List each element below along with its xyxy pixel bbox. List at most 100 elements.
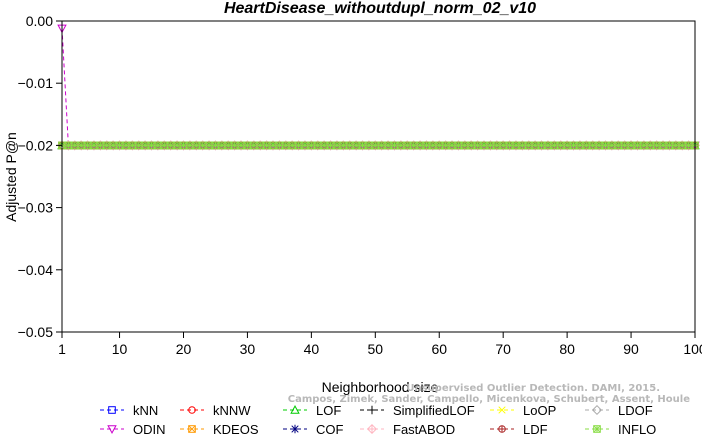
data-point-inflo-88	[614, 141, 623, 150]
x-tick-label: 1	[58, 341, 66, 357]
data-point-inflo-9	[109, 141, 117, 150]
legend-marker-lof	[290, 405, 300, 414]
x-tick-label: 90	[623, 341, 639, 357]
data-point-inflo-49	[365, 141, 373, 150]
data-point-inflo-2	[64, 141, 73, 150]
data-point-inflo-79	[556, 141, 565, 150]
data-point-inflo-63	[454, 141, 463, 150]
data-point-inflo-42	[320, 141, 328, 150]
data-point-inflo-11	[122, 141, 130, 150]
data-point-inflo-95	[659, 141, 667, 150]
data-point-inflo-44	[333, 141, 341, 150]
y-tick-label: −0.01	[18, 75, 54, 91]
data-point-inflo-59	[429, 141, 437, 150]
data-point-inflo-54	[397, 141, 405, 150]
series-line-odin	[61, 28, 695, 146]
data-point-inflo-75	[531, 141, 539, 150]
legend-item-knnw: kNNW	[180, 403, 251, 418]
legend-marker-kdeos	[188, 425, 196, 433]
data-point-inflo-31	[250, 141, 258, 150]
data-point-inflo-91	[633, 141, 642, 150]
data-point-inflo-21	[186, 141, 194, 150]
legend-item-kdeos: KDEOS	[180, 422, 259, 434]
data-point-inflo-19	[173, 141, 181, 150]
legend-label-ldf: LDF	[523, 422, 548, 434]
data-point-inflo-18	[166, 141, 175, 150]
data-point-inflo-28	[230, 141, 239, 150]
data-point-inflo-48	[358, 141, 367, 150]
data-point-inflo-23	[198, 141, 207, 150]
legend-item-odin: ODIN	[100, 422, 166, 434]
y-tick-label: −0.02	[18, 137, 54, 153]
data-point-inflo-38	[294, 141, 303, 150]
data-point-inflo-53	[390, 141, 399, 150]
data-point-inflo-76	[537, 141, 546, 150]
data-point-inflo-83	[582, 141, 591, 150]
data-point-inflo-92	[640, 141, 648, 150]
data-point-inflo-61	[441, 141, 450, 150]
legend-marker-inflo	[593, 425, 601, 433]
data-point-inflo-77	[544, 141, 552, 150]
legend-marker-ldof	[591, 404, 603, 416]
x-tick-label: 50	[368, 341, 384, 357]
data-point-inflo-74	[524, 141, 533, 150]
x-axis-label: Neighborhood size	[322, 379, 439, 395]
data-point-inflo-8	[102, 141, 111, 150]
data-point-inflo-86	[601, 141, 610, 150]
data-point-inflo-50	[371, 141, 380, 150]
data-point-inflo-14	[141, 141, 149, 150]
data-point-inflo-57	[416, 141, 424, 150]
data-point-inflo-37	[288, 141, 296, 150]
data-point-inflo-64	[461, 141, 469, 150]
watermark-line-1: Unsupervised Outlier Detection. DAMI, 20…	[406, 383, 660, 394]
data-point-inflo-16	[154, 141, 162, 150]
data-point-inflo-68	[486, 141, 495, 150]
plot-frame	[61, 20, 696, 333]
data-point-inflo-73	[518, 141, 527, 150]
data-point-inflo-87	[608, 141, 616, 150]
legend-label-simplifiedlof: SimplifiedLOF	[393, 403, 475, 418]
data-point-inflo-45	[339, 141, 348, 150]
y-tick-label: −0.05	[18, 324, 54, 340]
data-point-inflo-15	[147, 141, 156, 150]
legend-marker-ldf	[498, 425, 506, 433]
legend-label-knn: kNN	[133, 403, 158, 418]
data-point-inflo-24	[205, 141, 213, 150]
data-point-inflo-65	[467, 141, 476, 150]
legend-item-fastabod: FastABOD	[360, 422, 455, 434]
data-point-inflo-82	[576, 141, 584, 150]
axes: 1 10 20 30 40 50 60 70 80 90 100 0.00 −0.01 −0.02 −0.0…	[18, 13, 702, 357]
data-point-inflo-26	[218, 141, 226, 150]
data-point-inflo-84	[588, 141, 597, 150]
legend-marker-loop	[498, 406, 506, 414]
x-tick-label: 80	[559, 341, 575, 357]
data-point-inflo-72	[512, 141, 520, 150]
data-point-inflo-36	[281, 141, 290, 150]
legend-label-loop: LoOP	[523, 403, 556, 418]
legend-marker-simplifiedlof	[367, 405, 377, 415]
data-point-inflo-90	[627, 141, 635, 150]
data-point-inflo-43	[326, 141, 335, 150]
legend-marker-fastabod	[366, 423, 378, 434]
data-point-inflo-58	[422, 141, 431, 150]
data-point-inflo-32	[256, 141, 265, 150]
data-point-inflo-78	[550, 141, 559, 150]
data-point-inflo-56	[409, 141, 418, 150]
data-point-inflo-62	[448, 141, 456, 150]
legend-label-cof: COF	[316, 422, 344, 434]
data-point-inflo-27	[224, 141, 233, 150]
x-tick-label: 20	[176, 341, 192, 357]
x-tick-label: 100	[683, 341, 702, 357]
data-point-inflo-10	[115, 141, 124, 150]
y-tick-label: −0.03	[18, 200, 54, 216]
watermark: Unsupervised Outlier Detection. DAMI, 20…	[288, 383, 690, 405]
data-point-inflo-81	[569, 141, 578, 150]
legend-marker-knn	[108, 406, 116, 414]
series-inflo	[58, 141, 699, 150]
legend-item-inflo: INFLO	[585, 422, 656, 434]
data-point-inflo-80	[563, 141, 571, 150]
data-point-inflo-97	[672, 141, 680, 150]
data-point-inflo-35	[275, 141, 284, 150]
data-point-inflo-33	[262, 141, 271, 150]
data-point-inflo-39	[301, 141, 309, 150]
